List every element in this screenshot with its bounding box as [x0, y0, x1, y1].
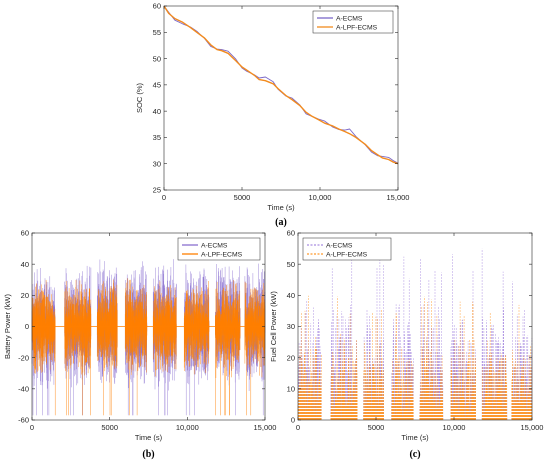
x-tick-label: 0	[296, 423, 300, 432]
x-tick-label: 15,000	[254, 423, 277, 432]
legend-label: A-LPF-ECMS	[201, 252, 243, 259]
legend-label: A-ECMS	[201, 243, 228, 250]
x-axis-label: Time (s)	[267, 203, 295, 212]
y-tick-label: 30	[153, 159, 161, 168]
legend-label: A-ECMS	[336, 16, 363, 23]
y-tick-label: 25	[153, 186, 161, 195]
series-line-a-lpf-ecms	[163, 5, 399, 165]
y-tick-label: -20	[18, 353, 29, 362]
x-tick-label: 5000	[234, 193, 251, 202]
legend-box	[302, 237, 392, 261]
y-tick-label: 0	[25, 322, 29, 331]
y-tick-label: -60	[18, 416, 29, 425]
plot-frame	[163, 5, 399, 191]
y-tick-label: 20	[287, 353, 295, 362]
y-tick-label: 20	[21, 291, 29, 300]
x-tick-label: 10,000	[443, 423, 466, 432]
y-tick-label: 60	[21, 229, 29, 238]
legend-label: A-LPF-ECMS	[336, 25, 378, 32]
y-tick-label: 50	[153, 54, 161, 63]
y-tick-label: 45	[153, 81, 161, 90]
panel-a-soc-chart: 0 5000 10,000 15,000 25 30 35 40 45 50 55 60 Time (s…	[135, 2, 409, 228]
x-tick-label: 15,000	[521, 423, 544, 432]
y-tick-label: 10	[287, 385, 295, 394]
y-axis-label: Fuel Cell Power (kW)	[269, 291, 278, 362]
y-tick-label: 50	[287, 260, 295, 269]
x-tick-label: 15,000	[387, 193, 410, 202]
panel-b-battery-power-chart: 0 5000 10,000 15,000 -60 -40 -20 0 20 40 60 Time (s…	[3, 229, 276, 460]
y-tick-label: 30	[287, 322, 295, 331]
y-tick-label: 40	[153, 107, 161, 116]
x-tick-label: 5000	[101, 423, 118, 432]
y-tick-label: 35	[153, 133, 161, 142]
y-tick-label: -40	[18, 385, 29, 394]
y-tick-label: 40	[287, 291, 295, 300]
y-tick-label: 55	[153, 28, 161, 37]
panel-c-fuel-cell-power-chart: 0 5000 10,000 15,000 0 10 20 30 40 50 60 Time (s) Fu…	[269, 229, 543, 460]
panel-caption: (c)	[409, 449, 420, 460]
y-tick-label: 60	[153, 2, 161, 11]
y-axis-label: Battery Power (kW)	[3, 293, 12, 359]
x-axis-label: Time (s)	[401, 433, 429, 442]
x-tick-label: 5000	[368, 423, 385, 432]
y-tick-label: 60	[287, 229, 295, 238]
y-tick-label: 0	[291, 416, 295, 425]
x-tick-label: 0	[30, 423, 34, 432]
panel-caption: (b)	[142, 449, 154, 460]
y-tick-label: 40	[21, 260, 29, 269]
x-tick-label: 10,000	[176, 423, 199, 432]
y-axis-label: SOC (%)	[135, 82, 144, 113]
legend-label: A-LPF-ECMS	[326, 252, 368, 259]
panel-caption: (a)	[275, 217, 287, 228]
x-tick-label: 0	[162, 193, 166, 202]
x-tick-label: 10,000	[309, 193, 332, 202]
legend-label: A-ECMS	[326, 243, 353, 250]
legend-box	[177, 237, 261, 261]
x-axis-label: Time (s)	[135, 433, 163, 442]
